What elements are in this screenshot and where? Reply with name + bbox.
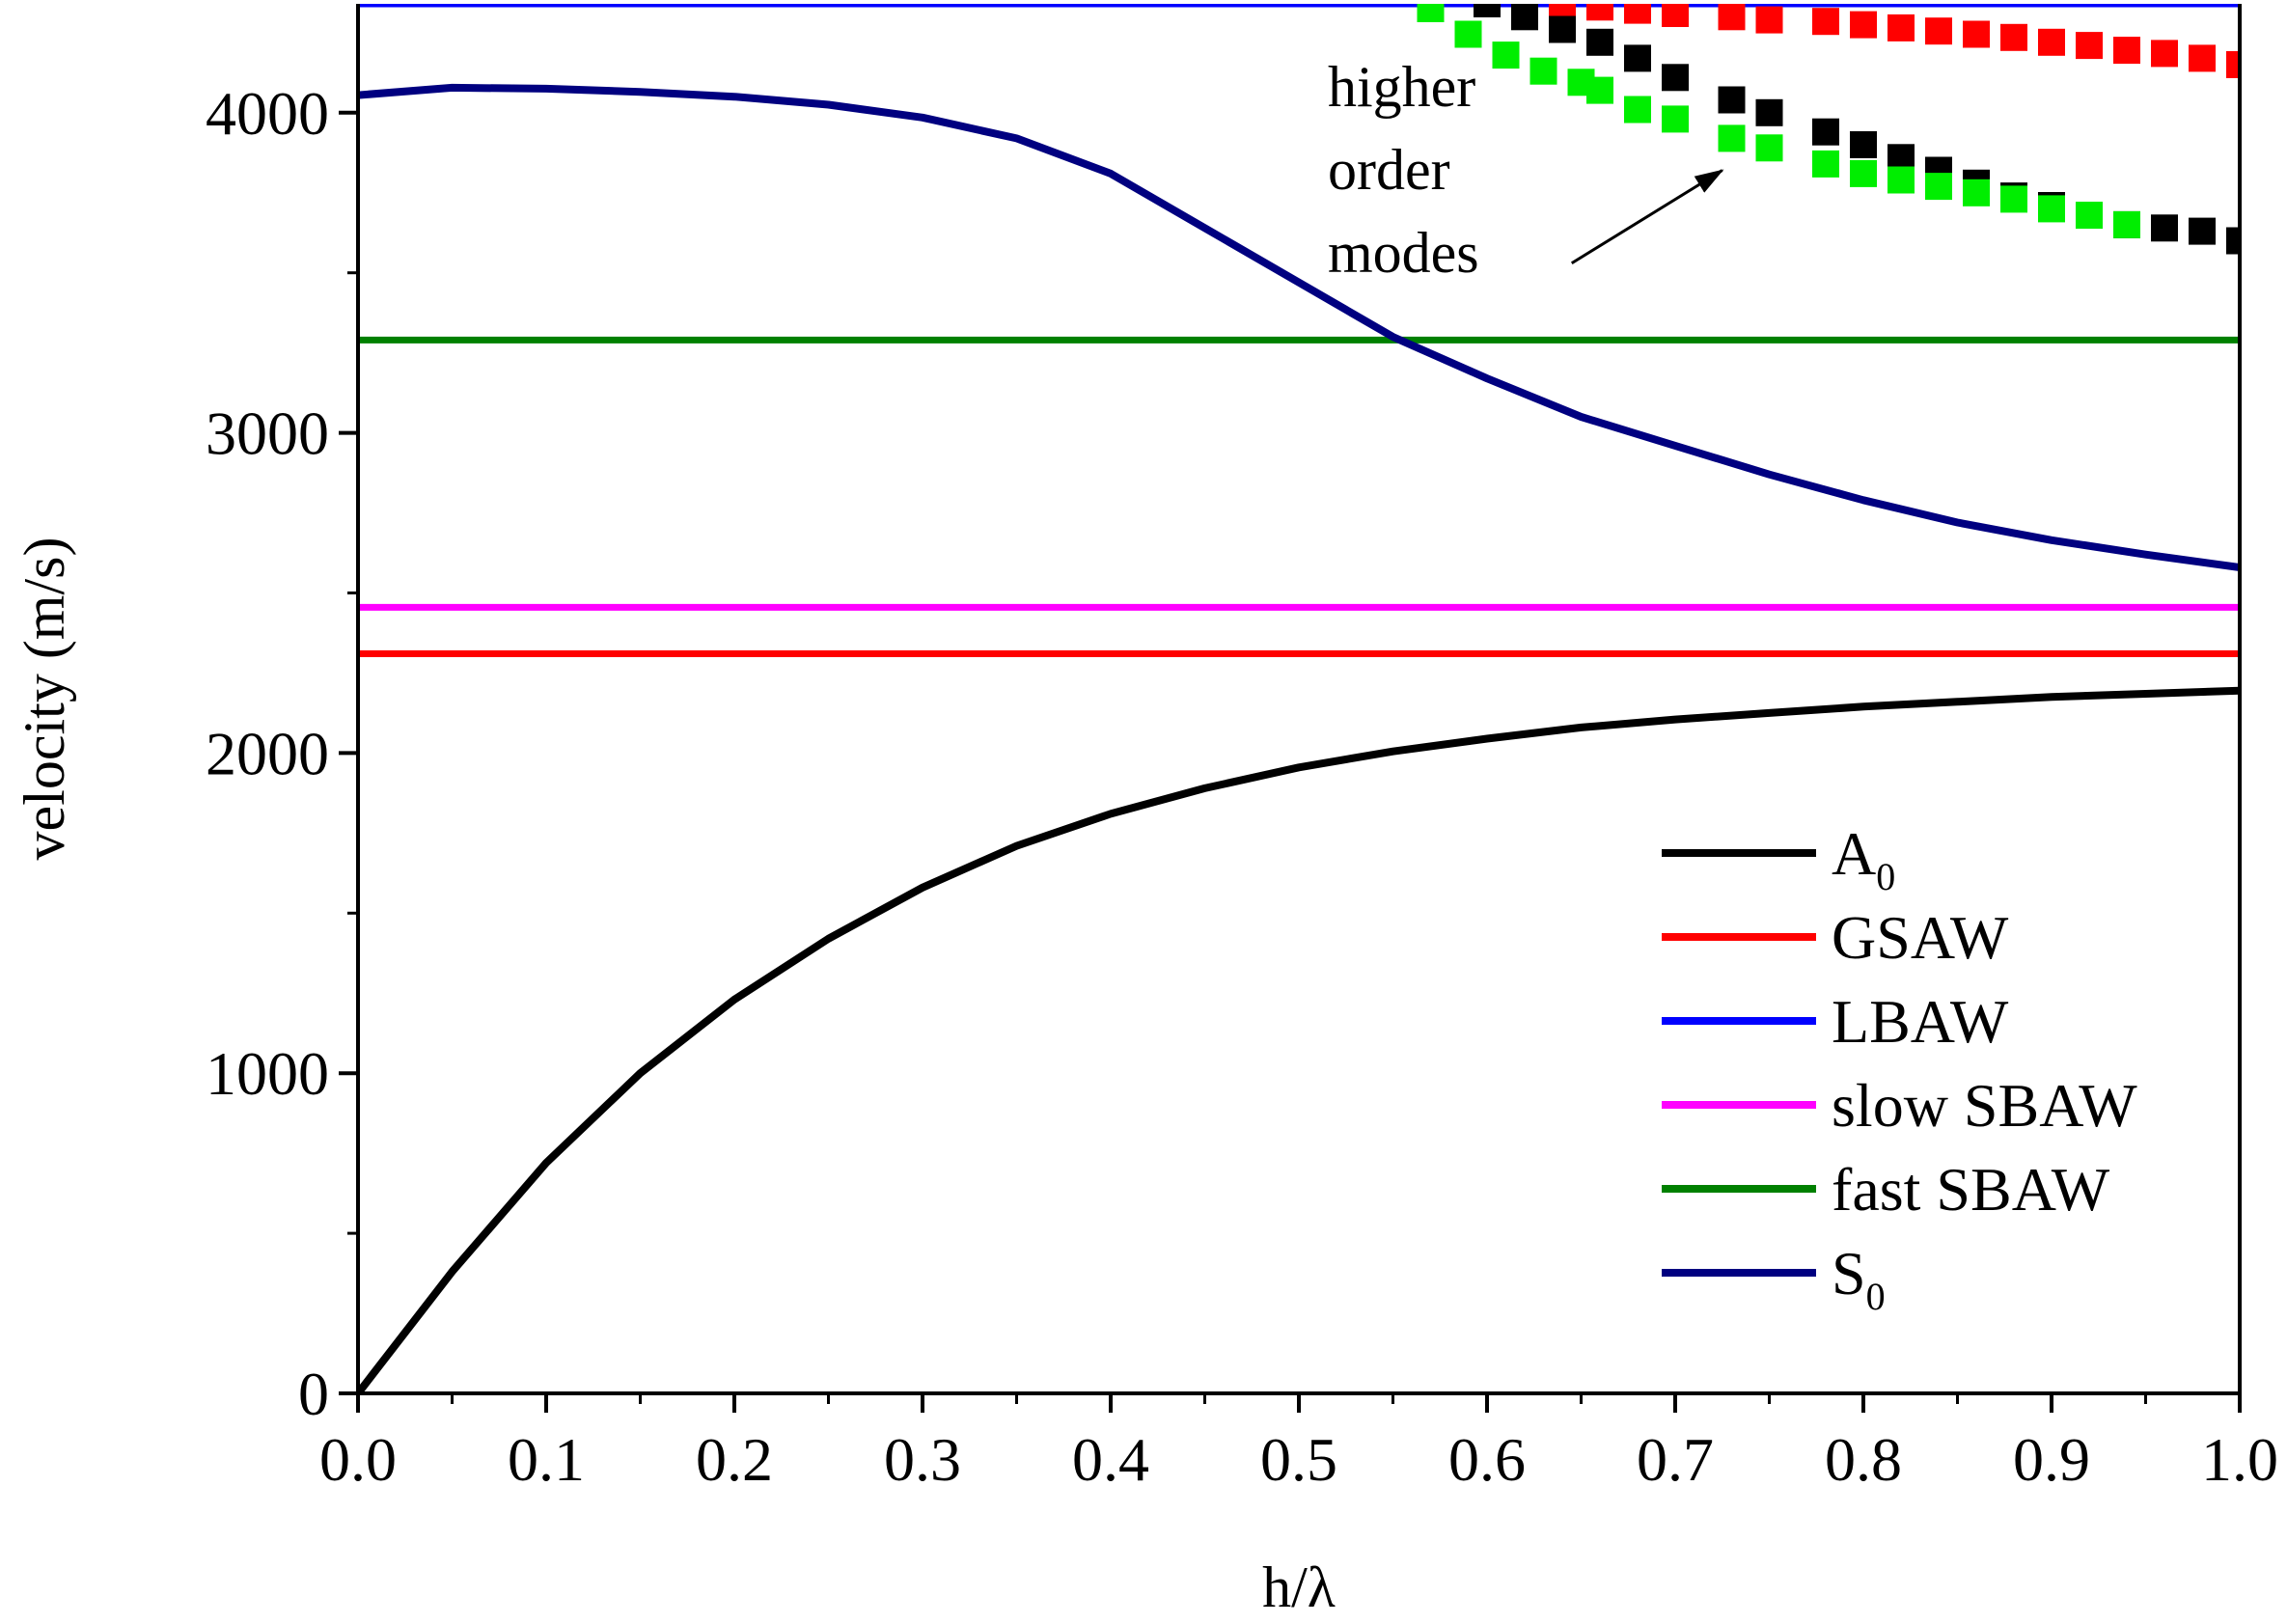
series-layer <box>358 4 2240 1393</box>
scatter-point-red-3 <box>1624 4 1651 24</box>
higher-order-modes-annotation: higher order modes <box>1328 55 1724 285</box>
scatter-point-green-13 <box>1925 173 1952 201</box>
x-tick-label: 0.0 <box>319 1425 397 1494</box>
x-axis-ticks: 0.0 0.1 0.2 0.3 0.4 0.5 0.6 0.7 0.8 0.9 1.0 <box>319 1393 2278 1494</box>
scatter-point-red-14 <box>2076 32 2103 60</box>
scatter-point-black-5 <box>1662 64 1689 92</box>
y-tick-label: 0 <box>298 1360 329 1428</box>
x-tick-label: 0.3 <box>884 1425 961 1494</box>
scatter-point-black-9 <box>1850 131 1877 158</box>
scatter-point-red-4 <box>1662 4 1689 27</box>
scatter-point-black-3 <box>1586 28 1613 56</box>
scatter-point-green-11 <box>1850 159 1877 187</box>
scatter-point-green-10 <box>1812 150 1839 178</box>
annotation-line-2: order <box>1328 138 1450 202</box>
scatter-point-black-4 <box>1624 44 1651 72</box>
scatter-point-black-8 <box>1812 118 1839 146</box>
scatter-point-black-2 <box>1549 15 1576 43</box>
y-tick-label: 3000 <box>206 399 329 468</box>
scatter-point-red-1 <box>1549 4 1576 19</box>
x-tick-label: 1.0 <box>2201 1425 2278 1494</box>
annotation-line-3: modes <box>1328 221 1479 285</box>
scatter-point-red-15 <box>2113 37 2140 65</box>
legend-subscript: 0 <box>1866 1275 1886 1318</box>
scatter-point-black-18 <box>2189 217 2216 245</box>
scatter-point-black-7 <box>1755 98 1783 126</box>
scatter-point-red-11 <box>1963 20 1990 48</box>
scatter-point-green-5 <box>1586 76 1613 104</box>
scatter-point-red-7 <box>1812 8 1839 36</box>
y-axis-ticks: 0 1000 2000 3000 4000 <box>206 79 358 1428</box>
scatter-point-green-15 <box>2000 185 2027 213</box>
scatter-point-red-6 <box>1755 6 1783 34</box>
legend-label-gsaw: GSAW <box>1832 903 2009 972</box>
x-tick-label: 0.4 <box>1072 1425 1149 1494</box>
annotation-line-1: higher <box>1328 55 1475 119</box>
x-tick-label: 0.7 <box>1637 1425 1714 1494</box>
scatter-point-red-17 <box>2189 44 2216 72</box>
annotation-arrow <box>1570 169 1724 265</box>
scatter-point-green-1 <box>1454 20 1482 48</box>
y-tick-label: 4000 <box>206 79 329 148</box>
scatter-point-green-0 <box>1417 4 1445 22</box>
series-line-s0 <box>358 83 2240 571</box>
scatter-point-red-10 <box>1925 17 1952 45</box>
scatter-point-green-14 <box>1963 179 1990 206</box>
scatter-point-green-7 <box>1662 105 1689 133</box>
legend-label-fast-sbaw: fast SBAW <box>1832 1155 2110 1224</box>
legend-subscript: 0 <box>1876 855 1895 898</box>
scatter-point-black-17 <box>2151 214 2178 242</box>
scatter-point-green-3 <box>1529 57 1557 85</box>
y-axis-title: velocity (m/s) <box>13 537 76 861</box>
x-tick-label: 0.6 <box>1448 1425 1526 1494</box>
scatter-point-red-8 <box>1850 11 1877 39</box>
scatter-point-green-8 <box>1718 124 1746 152</box>
series-line-a0 <box>358 686 2240 1393</box>
scatter-point-green-9 <box>1755 134 1783 162</box>
x-tick-label: 0.9 <box>2013 1425 2090 1494</box>
scatter-point-red-16 <box>2151 40 2178 68</box>
scatter-point-black-6 <box>1718 86 1746 114</box>
scatter-point-green-18 <box>2113 210 2140 238</box>
scatter-point-green-2 <box>1492 41 1520 69</box>
scatter-point-red-2 <box>1586 4 1613 21</box>
scatter-layer <box>1417 4 2240 255</box>
scatter-point-green-16 <box>2038 195 2065 223</box>
legend-label-slow-sbaw: slow SBAW <box>1832 1071 2137 1140</box>
x-tick-label: 0.1 <box>508 1425 585 1494</box>
scatter-point-green-12 <box>1887 166 1915 194</box>
y-tick-label: 2000 <box>206 719 329 787</box>
y-tick-label: 1000 <box>206 1039 329 1108</box>
scatter-point-black-0 <box>1474 4 1501 17</box>
scatter-point-red-5 <box>1718 4 1746 31</box>
x-axis-title: h/λ <box>1262 1555 1336 1619</box>
x-tick-label: 0.2 <box>696 1425 773 1494</box>
scatter-point-green-17 <box>2076 202 2103 229</box>
x-tick-label: 0.8 <box>1825 1425 1902 1494</box>
plot-background <box>358 4 2240 1393</box>
scatter-point-red-9 <box>1887 14 1915 41</box>
scatter-point-red-18 <box>2226 51 2240 78</box>
legend-label-lbaw: LBAW <box>1832 987 2009 1056</box>
scatter-point-black-1 <box>1511 4 1538 31</box>
x-tick-label: 0.5 <box>1260 1425 1337 1494</box>
scatter-point-red-12 <box>2000 23 2027 51</box>
scatter-point-green-6 <box>1624 96 1651 124</box>
scatter-point-red-13 <box>2038 28 2065 56</box>
scatter-point-black-19 <box>2226 227 2240 255</box>
